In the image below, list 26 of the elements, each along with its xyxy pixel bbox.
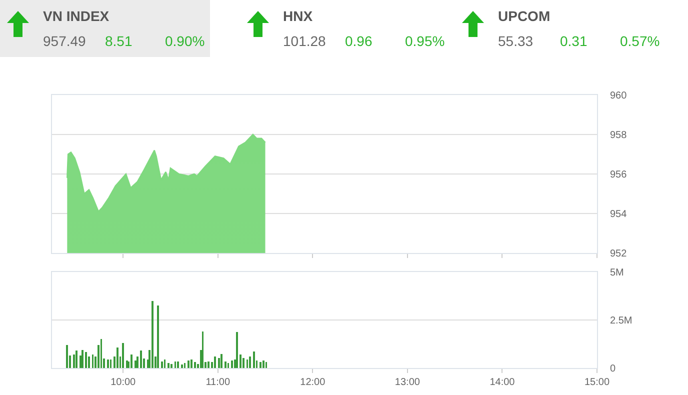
x-tick-label: 12:00 — [300, 377, 326, 388]
x-tick-label: 10:00 — [110, 377, 136, 388]
text: 8.51 — [105, 33, 132, 49]
text: VN INDEX — [43, 8, 110, 24]
text: 0.57% — [620, 33, 660, 49]
text: UPCOM — [498, 8, 550, 24]
text: 0.31 — [560, 33, 588, 49]
y-tick-label: 958 — [610, 130, 628, 141]
x-tick-label: 13:00 — [394, 377, 420, 388]
y-tick-label: 954 — [610, 209, 628, 220]
text: 0.90% — [165, 33, 205, 49]
text: 0.96 — [345, 33, 372, 49]
y-tick-label: 952 — [610, 248, 628, 260]
text: HNX — [283, 8, 313, 24]
x-tick-label: 14:00 — [490, 377, 516, 388]
text: 55.33 — [498, 33, 534, 49]
y-tick-label: 956 — [610, 170, 628, 180]
text: 0.95% — [405, 33, 445, 49]
y-tick-label: 2.5M — [610, 316, 632, 326]
x-tick-label: 11:00 — [206, 377, 230, 388]
y-tick-label: 960 — [610, 90, 628, 102]
text: 957.49 — [43, 33, 86, 49]
y-tick-label: 5M — [610, 268, 624, 278]
x-tick-label: 15:00 — [584, 377, 610, 388]
y-tick-label: 0 — [610, 364, 616, 374]
text: 101.28 — [283, 33, 326, 49]
